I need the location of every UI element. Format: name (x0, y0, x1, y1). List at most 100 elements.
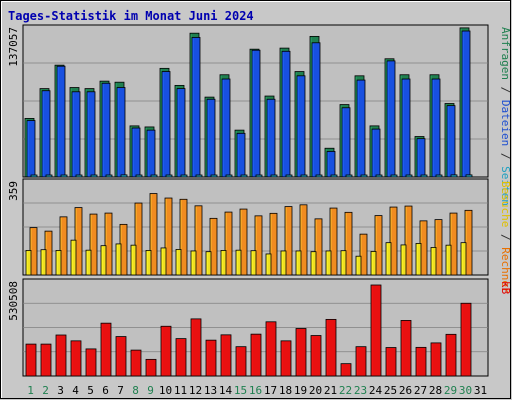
bar-besuche (160, 247, 167, 276)
bar-besuche (355, 255, 362, 276)
bar-kb (220, 334, 232, 377)
bar-seiten (315, 174, 323, 178)
bar-seiten (150, 174, 158, 178)
bar-besuche (55, 250, 62, 276)
bar-rechner (239, 208, 248, 276)
panel-1-y-max-label: 137057 (7, 27, 20, 67)
panel-3-y-max-label: 530508 (7, 281, 20, 321)
bar-besuche (310, 251, 317, 276)
x-tick-label: 31 (474, 384, 487, 397)
bar-kb (40, 343, 52, 377)
x-tick-label: 10 (159, 384, 172, 397)
x-tick-label: 28 (429, 384, 442, 397)
bar-kb (250, 333, 262, 377)
bar-rechner (359, 233, 368, 276)
bar-besuche (415, 243, 422, 276)
bar-kb (295, 328, 307, 377)
bar-kb (130, 349, 142, 377)
x-tick-label: 16 (249, 384, 262, 397)
bar-seiten (30, 174, 38, 178)
x-tick-label: 12 (189, 384, 202, 397)
bar-besuche (145, 250, 152, 276)
panel-2-y-max-label: 359 (7, 181, 20, 201)
chart-title: Tages-Statistik im Monat Juni 2024 (8, 9, 254, 23)
bar-besuche (445, 244, 452, 276)
bar-rechner (254, 215, 263, 276)
bar-kb (115, 336, 127, 377)
bar-seiten (255, 174, 263, 178)
bar-besuche (40, 249, 47, 276)
bar-besuche (430, 247, 437, 276)
bar-besuche (100, 245, 107, 276)
bar-kb (460, 302, 472, 377)
bar-rechner (134, 202, 143, 276)
bar-rechner (344, 211, 353, 276)
bar-besuche (130, 244, 137, 276)
bar-kb (430, 342, 442, 377)
bar-seiten (60, 174, 68, 178)
x-tick-label: 30 (459, 384, 472, 397)
bar-kb (415, 346, 427, 377)
bar-kb (55, 334, 67, 377)
x-tick-label: 23 (354, 384, 367, 397)
bar-seiten (195, 174, 203, 178)
x-tick-label: 21 (324, 384, 337, 397)
legend-label: Seiten (499, 166, 512, 206)
legend-label: Dateien (499, 100, 512, 146)
bar-kb (100, 322, 112, 377)
bar-seiten (420, 174, 428, 178)
bar-seiten (90, 174, 98, 178)
bar-rechner (149, 193, 158, 276)
x-tick-label: 8 (132, 384, 139, 397)
bar-rechner (224, 211, 233, 276)
bar-rechner (209, 217, 218, 276)
bar-rechner (299, 204, 308, 276)
bar-kb (205, 339, 217, 377)
x-tick-label: 19 (294, 384, 307, 397)
x-tick-label: 11 (174, 384, 187, 397)
bar-kb (85, 348, 97, 377)
bar-rechner (164, 197, 173, 276)
bar-rechner (389, 206, 398, 276)
bar-besuche (85, 249, 92, 276)
bar-kb (325, 318, 337, 377)
x-tick-label: 25 (384, 384, 397, 397)
bar-kb (190, 318, 202, 377)
x-tick-label: 6 (102, 384, 109, 397)
bar-rechner (449, 212, 458, 276)
bar-seiten (345, 174, 353, 178)
bar-kb (145, 358, 157, 377)
x-tick-label: 2 (42, 384, 49, 397)
bar-seiten (285, 174, 293, 178)
bar-kb (175, 338, 187, 377)
bar-seiten (390, 174, 398, 178)
bar-kb (340, 363, 352, 377)
bar-seiten (270, 174, 278, 178)
bar-besuche (205, 251, 212, 276)
panel-1: 137057 Anfragen / Dateien / Seiten (7, 24, 512, 206)
x-tick-label: 1 (27, 384, 34, 397)
legend-label: Anfragen (499, 27, 512, 80)
bar-kb (445, 333, 457, 377)
x-axis-day-labels: 1 2 3 4 5 6 7 8 9 10 11 12 13 14 15 16 17 18 19 20 21 22 23 24 2… (27, 384, 487, 397)
bar-besuche (220, 250, 227, 276)
x-tick-label: 29 (444, 384, 457, 397)
x-tick-label: 18 (279, 384, 292, 397)
bar-besuche (385, 242, 392, 276)
x-tick-label: 5 (87, 384, 94, 397)
x-tick-label: 17 (264, 384, 277, 397)
bar-rechner (89, 213, 98, 276)
bar-kb (400, 320, 412, 377)
bar-seiten (360, 174, 368, 178)
bar-kb (280, 340, 292, 377)
bar-rechner (194, 205, 203, 276)
bar-besuche (70, 239, 77, 276)
bar-besuche (25, 250, 32, 276)
bar-besuche (250, 250, 257, 276)
x-tick-label: 4 (72, 384, 79, 397)
panel-2-legend: Besuche / Rechner (499, 181, 512, 294)
bar-seiten (210, 174, 218, 178)
bar-rechner (104, 212, 113, 276)
bar-kb (235, 346, 247, 377)
bar-kb (265, 321, 277, 377)
